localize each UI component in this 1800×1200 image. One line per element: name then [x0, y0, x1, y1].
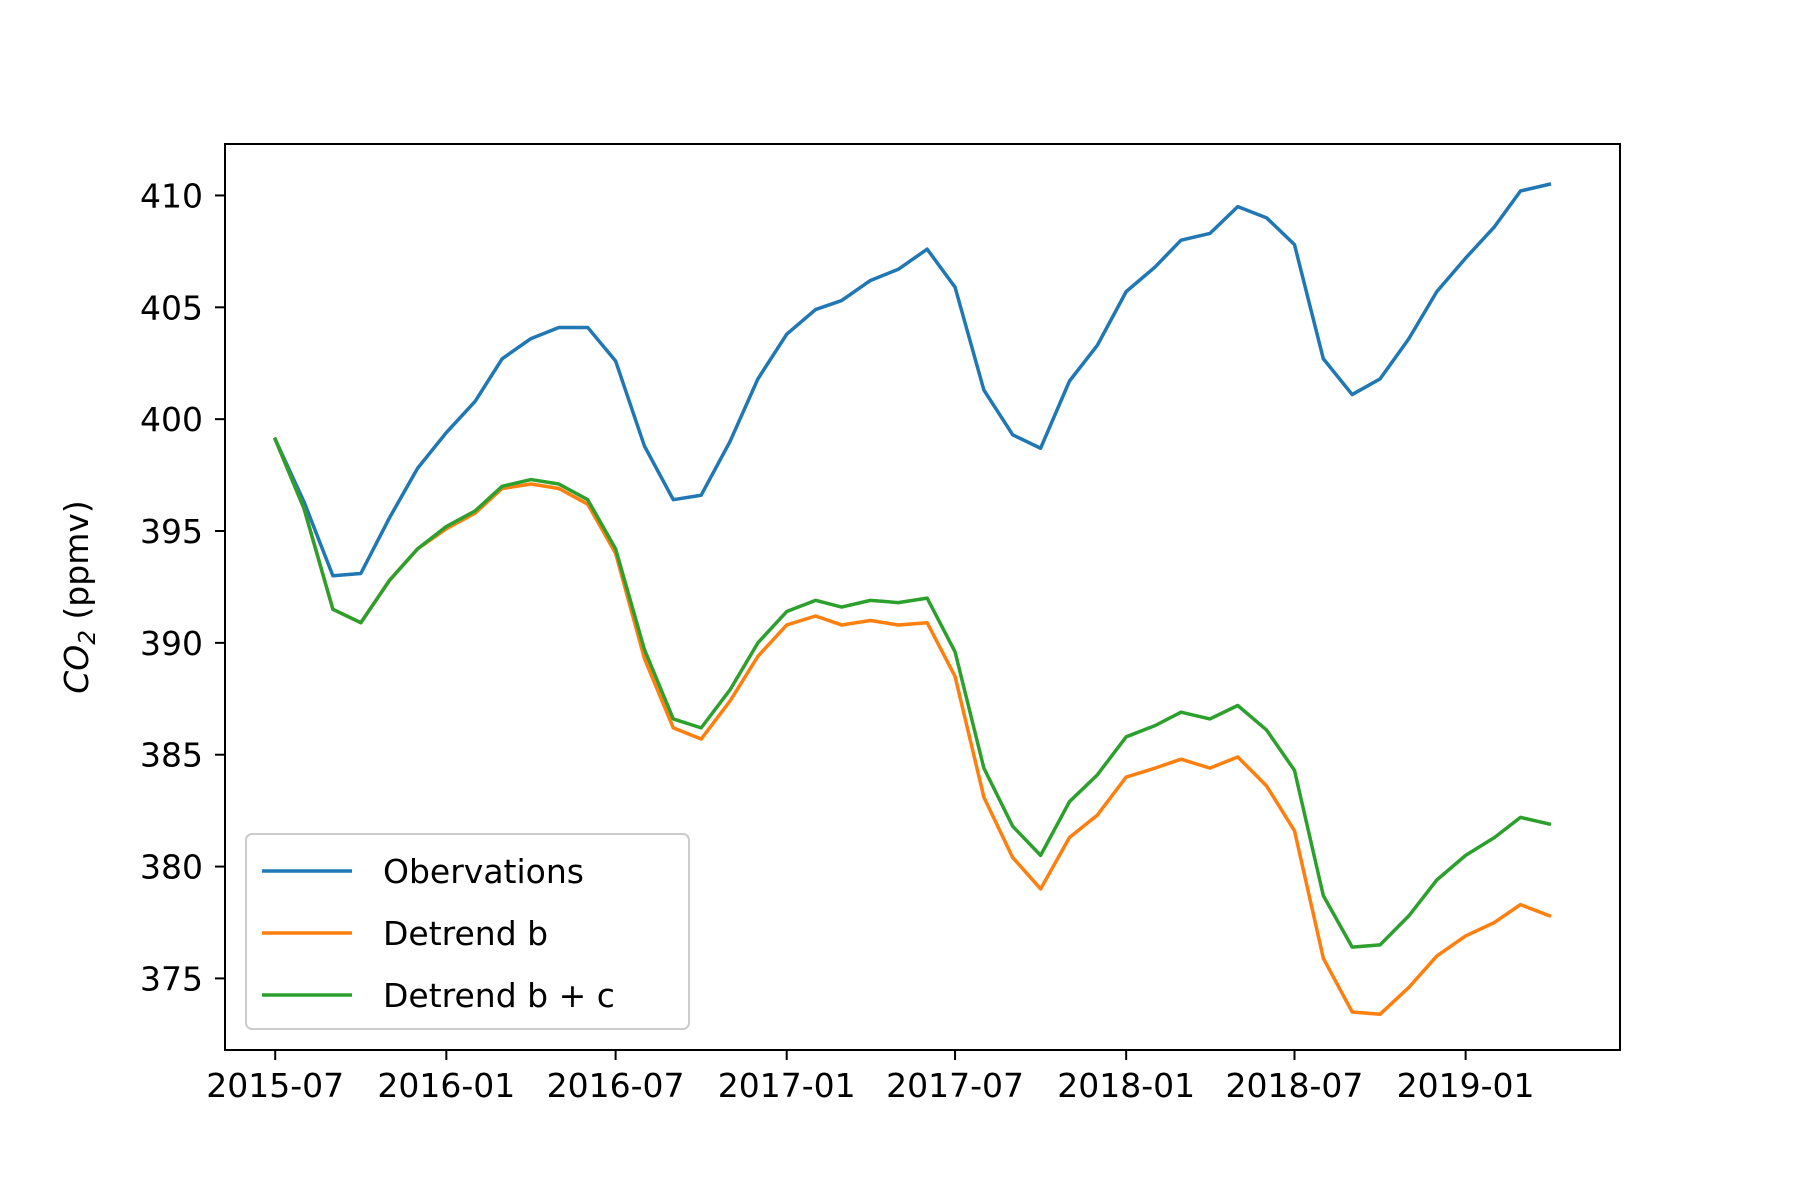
legend-label-2: Detrend b: [383, 914, 548, 953]
x-tick-label-7: 2018-07: [1226, 1066, 1364, 1105]
y-axis-label-subscript: 2: [75, 630, 101, 645]
y-axis-label: CO2 (ppmv): [57, 500, 101, 693]
x-tick-label-5: 2017-07: [886, 1066, 1024, 1105]
x-tick-label-2: 2016-01: [377, 1066, 515, 1105]
legend-label-3: Detrend b + c: [383, 976, 615, 1015]
y-axis-label-unit: (ppmv): [57, 500, 96, 630]
y-axis-label-base: CO: [57, 645, 96, 694]
series-line-3: [272, 437, 1552, 949]
y-tick-label-4: 390: [140, 624, 203, 663]
y-tick-label-5: 395: [140, 512, 203, 551]
y-tick-label-3: 385: [140, 736, 203, 775]
x-tick-label-4: 2017-01: [718, 1066, 856, 1105]
plot-frame: [224, 143, 1621, 1051]
x-tick-label-3: 2016-07: [547, 1066, 685, 1105]
x-tick-label-1: 2015-07: [206, 1066, 344, 1105]
y-axis: 375 380 385 390 395 400 405 410: [140, 176, 225, 998]
y-tick-label-7: 405: [140, 288, 203, 327]
y-tick-label-6: 400: [140, 400, 203, 439]
x-tick-label-8: 2019-01: [1397, 1066, 1535, 1105]
series-line-1: [272, 182, 1552, 578]
x-axis: 2015-07 2016-01 2016-07 2017-01 2017-07 2018-…: [206, 1050, 1535, 1105]
legend: Obervations Detrend b Detrend b + c: [245, 833, 690, 1030]
y-tick-label-8: 410: [140, 176, 203, 215]
x-tick-label-6: 2018-01: [1057, 1066, 1195, 1105]
y-tick-label-1: 375: [140, 959, 203, 998]
legend-box: [245, 833, 690, 1030]
y-tick-label-2: 380: [140, 848, 203, 887]
series-layer: [272, 182, 1552, 1016]
legend-label-1: Obervations: [383, 852, 584, 891]
